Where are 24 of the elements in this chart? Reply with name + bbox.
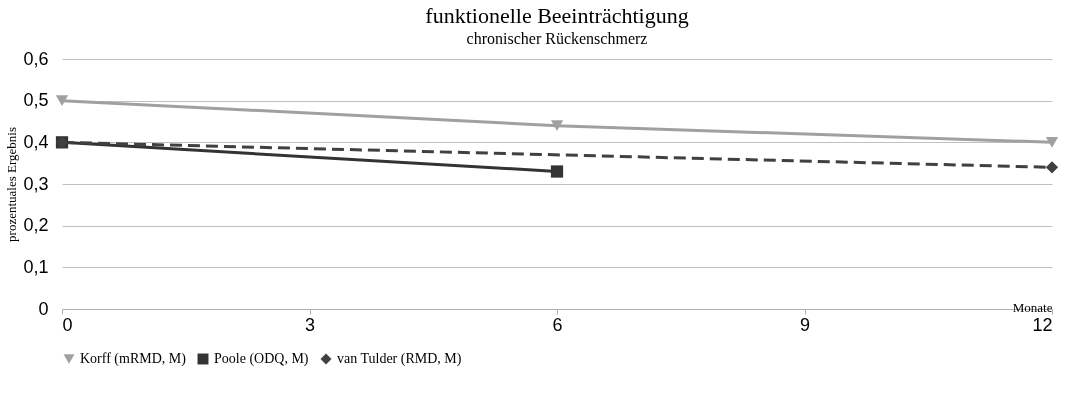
y-tick-label: 0,2 bbox=[23, 215, 49, 236]
y-tick-label: 0,1 bbox=[23, 256, 49, 277]
y-tick-label: 0,5 bbox=[23, 90, 49, 111]
x-axis-title: Monate bbox=[1012, 299, 1053, 315]
point bbox=[550, 120, 564, 131]
x-tick-label: 6 bbox=[552, 314, 563, 335]
point bbox=[550, 165, 564, 178]
point bbox=[55, 95, 69, 106]
x-tick-label: 12 bbox=[1032, 314, 1053, 335]
y-tick-label: 0 bbox=[38, 298, 49, 319]
legend-label: Korff (mRMD, M) bbox=[80, 351, 187, 367]
x-tick-label: 9 bbox=[799, 314, 811, 335]
legend-label: Poole (ODQ, M) bbox=[214, 351, 309, 367]
x-tick-label: 3 bbox=[304, 314, 316, 335]
chart-title: funktionelle Beeinträchtigung bbox=[425, 3, 689, 28]
y-axis-title: prozentuales Ergebnis bbox=[4, 127, 20, 242]
y-tick-label: 0,4 bbox=[23, 131, 49, 152]
y-tick-label: 0,6 bbox=[23, 48, 49, 69]
point bbox=[1045, 161, 1059, 174]
point bbox=[1045, 137, 1059, 148]
legend-label: van Tulder (RMD, M) bbox=[337, 351, 462, 367]
x-tick-label: 0 bbox=[62, 314, 73, 335]
chart-subtitle: chronischer Rückenschmerz bbox=[466, 30, 648, 47]
y-tick-label: 0,3 bbox=[23, 173, 49, 194]
